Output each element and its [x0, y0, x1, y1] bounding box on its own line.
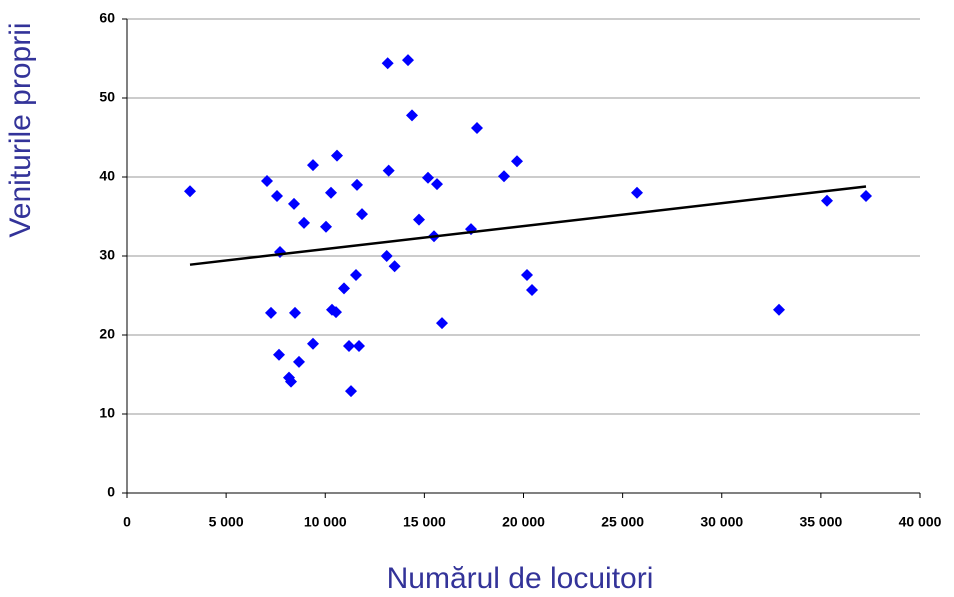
data-point: [526, 283, 539, 296]
data-point: [382, 164, 395, 177]
data-point: [388, 260, 401, 273]
data-point: [356, 208, 369, 221]
data-point: [630, 186, 643, 199]
data-point: [521, 268, 534, 281]
data-point: [380, 250, 393, 262]
data-point: [288, 306, 301, 319]
y-tick-label: 30: [99, 247, 115, 263]
x-tick-label: 35 000: [799, 514, 842, 530]
data-point: [821, 194, 834, 207]
x-tick-label: 5 000: [209, 514, 244, 530]
data-point: [470, 122, 483, 135]
data-point: [331, 149, 344, 162]
data-point: [272, 348, 285, 361]
x-tick-label: 10 000: [304, 514, 347, 530]
data-point: [320, 220, 333, 233]
data-point: [288, 197, 301, 210]
data-point: [261, 174, 274, 187]
x-tick-label: 25 000: [601, 514, 644, 530]
data-point: [381, 57, 394, 70]
data-point: [349, 268, 362, 281]
data-point: [351, 178, 364, 191]
data-point: [497, 170, 510, 183]
data-point: [293, 355, 306, 368]
data-point: [184, 185, 197, 198]
x-tick-label: 0: [123, 514, 131, 530]
y-axis-title: Veniturile proprii: [4, 22, 37, 237]
data-point: [773, 303, 786, 316]
x-tick-label: 30 000: [700, 514, 743, 530]
data-point: [406, 109, 419, 122]
y-tick-label: 50: [99, 89, 115, 105]
data-point: [265, 306, 278, 319]
x-tick-label: 15 000: [403, 514, 446, 530]
data-point: [413, 213, 426, 226]
trendline: [189, 185, 867, 266]
data-point: [431, 178, 444, 191]
data-point: [297, 216, 310, 229]
y-tick-label: 40: [99, 168, 115, 184]
data-point: [401, 54, 414, 67]
y-tick-label: 20: [99, 326, 115, 342]
x-tick-label: 40 000: [899, 514, 942, 530]
data-point: [343, 340, 356, 353]
data-point: [345, 385, 358, 398]
data-point: [510, 155, 523, 168]
data-point: [422, 171, 435, 184]
data-point: [324, 186, 337, 199]
data-point: [284, 375, 297, 388]
data-point: [352, 340, 365, 353]
y-tick-label: 10: [99, 405, 115, 421]
data-point: [306, 159, 319, 172]
y-tick-label: 0: [107, 484, 115, 500]
x-axis-title: Numărul de locuitori: [387, 562, 654, 595]
data-point: [859, 189, 872, 202]
data-point: [329, 306, 342, 319]
data-point: [435, 317, 448, 330]
data-point: [306, 337, 319, 350]
y-tick-label: 60: [99, 10, 115, 26]
x-tick-label: 20 000: [502, 514, 545, 530]
data-point: [338, 282, 351, 295]
data-point: [270, 189, 283, 202]
